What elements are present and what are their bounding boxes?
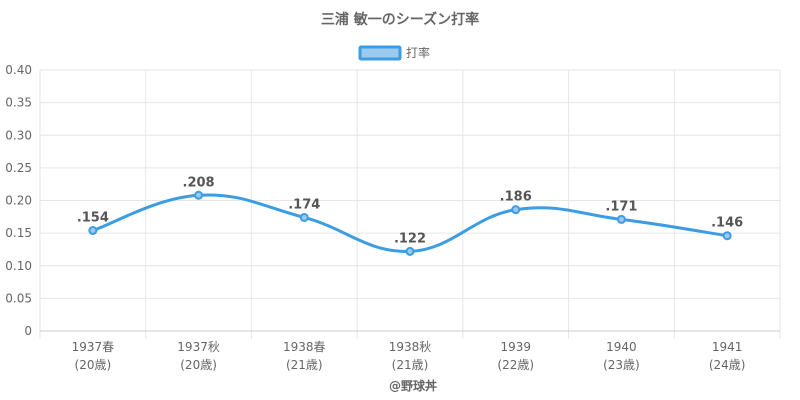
y-tick-label: 0.30 xyxy=(5,128,32,142)
series-line xyxy=(88,190,732,256)
y-tick-label: 0.35 xyxy=(5,96,32,110)
data-point[interactable] xyxy=(88,226,98,236)
y-tick-label: 0.25 xyxy=(5,161,32,175)
data-label: .122 xyxy=(394,231,426,246)
data-label: .174 xyxy=(288,197,320,212)
legend[interactable]: 打率 xyxy=(358,45,430,61)
chart-title: 三浦 敏一のシーズン打率 xyxy=(321,11,479,28)
data-point[interactable] xyxy=(405,246,415,256)
x-tick-label: 1938秋(21歳) xyxy=(389,340,432,372)
data-point[interactable] xyxy=(299,212,309,222)
x-tick-label: 1938春(21歳) xyxy=(283,340,326,372)
data-label: .146 xyxy=(711,216,743,231)
x-tick-label: 1937秋(20歳) xyxy=(177,340,220,372)
legend-swatch xyxy=(358,45,402,61)
data-label: .171 xyxy=(605,199,637,214)
data-label: .208 xyxy=(183,175,215,190)
x-tick-label: 1940 (23歳) xyxy=(603,340,640,372)
grid xyxy=(39,69,781,339)
x-tick-label: 1939 (22歳) xyxy=(497,340,534,372)
data-point[interactable] xyxy=(722,231,732,241)
y-tick-label: 0.05 xyxy=(5,291,32,305)
x-tick-label: 1941 (24歳) xyxy=(709,340,746,372)
data-label: .186 xyxy=(500,190,532,205)
y-tick-label: 0.10 xyxy=(5,259,32,273)
y-tick-label: 0.15 xyxy=(5,226,32,240)
data-label: .154 xyxy=(77,211,109,226)
data-point[interactable] xyxy=(616,214,626,224)
y-tick-label: 0.20 xyxy=(5,194,32,208)
x-tick-label: 1937春(20歳) xyxy=(72,340,115,372)
axes: 0 0.05 0.10 0.15 0.20 0.25 0.30 0.35 0.40 1937春(2… xyxy=(5,63,780,372)
y-tick-label: 0.40 xyxy=(5,63,32,77)
y-tick-label: 0 xyxy=(24,324,32,338)
data-labels: .154 .208 .174 .122 .186 .171 .146 xyxy=(77,175,743,246)
credit-text: @野球丼 xyxy=(389,378,437,393)
data-point[interactable] xyxy=(194,190,204,200)
legend-label: 打率 xyxy=(406,45,430,60)
data-point[interactable] xyxy=(511,205,521,215)
